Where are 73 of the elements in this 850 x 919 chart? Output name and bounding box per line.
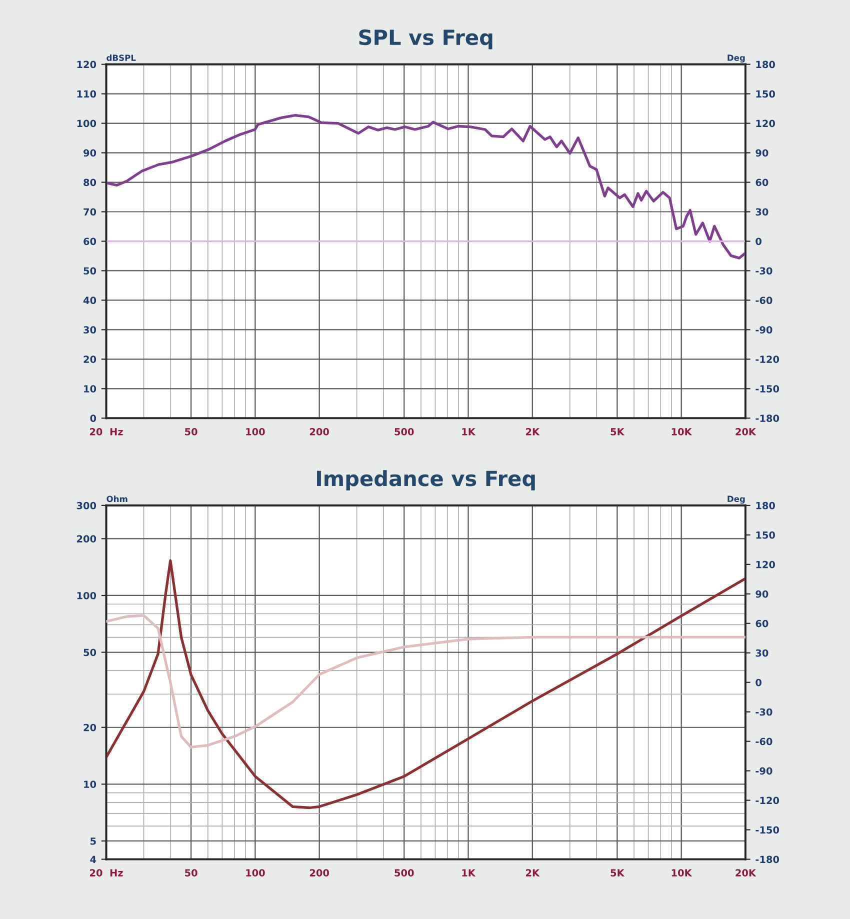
y2-tick-label: 0 (756, 238, 762, 246)
y2-tick-label: 180 (756, 60, 775, 68)
y2-tick-label: 150 (756, 531, 775, 539)
y2-tick-label: -120 (756, 796, 780, 804)
x-tick-label: 1K (462, 869, 476, 876)
chart-title: SPL vs Freq (359, 29, 492, 50)
x-tick-label: 2K (526, 869, 540, 876)
y-axis-title: dBSPL (106, 54, 136, 61)
y2-tick-label: 180 (756, 502, 775, 510)
y-tick-label: 80 (84, 178, 96, 186)
y-axis-title: Ohm (106, 496, 128, 502)
y-tick-label: 50 (84, 267, 96, 275)
y-tick-label: 10 (84, 385, 96, 392)
y-tick-label: 90 (84, 149, 96, 157)
x-tick-label: 50 (185, 869, 198, 877)
y-tick-label: 100 (77, 120, 96, 128)
x-tick-label: 20K (736, 869, 756, 877)
x-tick-label: 2K (526, 428, 540, 436)
x-tick-label: 5K (610, 869, 625, 877)
y2-tick-label: -30 (756, 708, 772, 716)
x-tick-label: 20 Hz (90, 428, 123, 436)
x-tick-label: 100 (246, 428, 265, 436)
y2-tick-label: 120 (756, 560, 775, 568)
y2-tick-label: 30 (756, 208, 768, 216)
y-tick-label: 60 (84, 238, 96, 246)
y2-tick-label: 120 (756, 120, 775, 128)
y2-tick-label: 90 (756, 590, 768, 598)
y2-tick-label: -120 (756, 356, 780, 364)
y-tick-label: 40 (83, 296, 96, 304)
y2-tick-label: 60 (756, 620, 768, 628)
y2-tick-label: -30 (756, 267, 772, 275)
x-tick-label: 50 (185, 428, 198, 436)
y2-tick-label: -150 (756, 826, 780, 834)
y2-tick-label: -150 (756, 385, 780, 392)
x-tick-label: 10K (672, 428, 692, 436)
y-tick-label: 70 (84, 208, 96, 216)
y-tick-label: 30 (84, 326, 96, 334)
y2-tick-label: -60 (756, 296, 772, 304)
x-tick-label: 10K (672, 869, 692, 877)
y-tick-label: 200 (77, 535, 96, 543)
y2-tick-label: -90 (756, 767, 772, 775)
y-tick-label: 10 (84, 780, 96, 788)
y-tick-label: 20 (84, 356, 96, 364)
x-tick-label: 5K (610, 428, 625, 436)
x-tick-label: 100 (246, 869, 265, 877)
chart-title: Impedance vs Freq (317, 470, 535, 490)
y-tick-label: 20 (84, 724, 96, 732)
y2-tick-label: -180 (756, 414, 780, 422)
y2-tick-label: -60 (756, 738, 772, 746)
y2-tick-label: -180 (756, 856, 780, 864)
y-tick-label: 110 (77, 90, 96, 98)
y-tick-label: 4 (90, 856, 96, 863)
y2-tick-label: 0 (756, 678, 762, 686)
x-tick-label: 500 (394, 428, 414, 436)
x-tick-label: 1K (462, 428, 476, 436)
y2-tick-label: 30 (756, 649, 768, 657)
y2-tick-label: -90 (756, 326, 772, 334)
y-tick-label: 100 (77, 592, 96, 600)
y-tick-label: 0 (90, 414, 96, 422)
x-tick-label: 20K (736, 428, 756, 436)
x-tick-label: 20 Hz (90, 869, 123, 877)
y-tick-label: 300 (76, 502, 96, 510)
y-tick-label: 120 (77, 60, 96, 68)
x-tick-label: 200 (310, 869, 329, 877)
y2-axis-title: Deg (728, 54, 745, 63)
y2-tick-label: 60 (756, 178, 768, 186)
y2-tick-label: 150 (756, 90, 775, 98)
x-tick-label: 500 (394, 869, 414, 877)
y-tick-label: 5 (90, 838, 96, 845)
y-tick-label: 50 (84, 648, 96, 656)
x-tick-label: 200 (310, 428, 329, 436)
y2-tick-label: 90 (756, 149, 768, 157)
y2-axis-title: Deg (728, 496, 745, 504)
